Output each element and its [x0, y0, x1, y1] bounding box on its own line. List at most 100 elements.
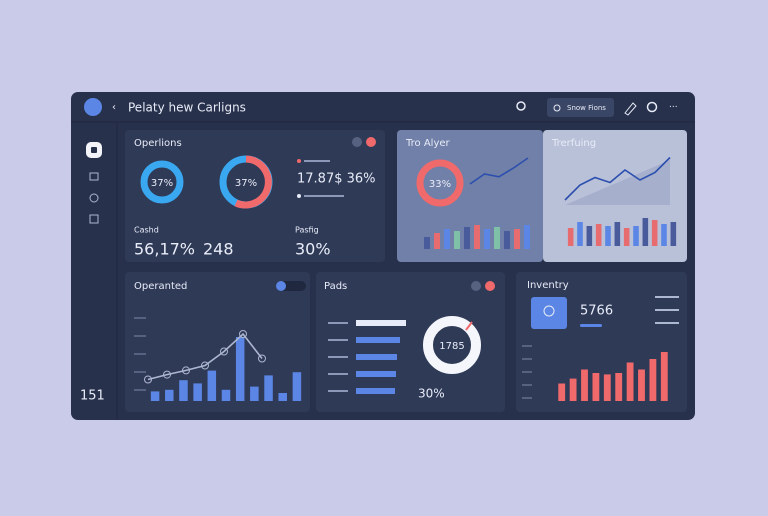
axis-label [522, 371, 532, 373]
axis-label [328, 373, 348, 375]
bar [207, 370, 217, 401]
nav-icon[interactable] [89, 193, 99, 203]
donut-label: 37% [151, 178, 173, 189]
search-icon[interactable] [516, 101, 526, 111]
axis-label [134, 389, 146, 391]
bar [626, 362, 634, 401]
axis-label [134, 335, 146, 337]
bar [250, 386, 259, 401]
bar [474, 225, 480, 249]
bar [165, 389, 174, 401]
progress [580, 324, 602, 327]
donut-arc [234, 155, 272, 209]
donut [416, 159, 464, 207]
axis-label [328, 339, 348, 341]
bar [670, 222, 677, 246]
line [147, 332, 263, 381]
dot[interactable] [471, 281, 481, 291]
hbar [356, 320, 406, 326]
panel-title: Inventry [527, 280, 569, 291]
axis-label [522, 345, 532, 347]
bar [595, 224, 602, 246]
bar [586, 226, 593, 246]
donut-marker [465, 321, 473, 331]
stat: 30% [418, 387, 445, 401]
bar [524, 225, 530, 249]
bar [577, 222, 583, 246]
legend-dot [297, 194, 301, 198]
bar [292, 372, 302, 401]
axis-label [522, 358, 532, 360]
bar [264, 375, 273, 401]
bar [633, 226, 639, 246]
panel [125, 272, 310, 412]
dot[interactable] [352, 137, 362, 147]
settings-icon[interactable] [646, 101, 658, 113]
axis-label [328, 390, 348, 392]
search-text: Snow Fions [567, 104, 606, 112]
nav-icon[interactable] [89, 214, 99, 224]
point [201, 361, 209, 370]
bar [605, 226, 611, 246]
bar [484, 229, 490, 249]
search-box-icon [553, 104, 561, 112]
more-icon[interactable]: ··· [669, 103, 678, 113]
stat: 17.87$ 36% [297, 172, 376, 187]
donut-label: 1785 [439, 341, 464, 352]
stat: 30% [295, 240, 331, 259]
axis-label [522, 384, 532, 386]
point [182, 366, 190, 375]
search-box[interactable] [547, 98, 614, 117]
nav-home-glyph [91, 147, 97, 153]
point [163, 370, 171, 379]
donut [140, 160, 184, 204]
bar [464, 227, 470, 249]
dot[interactable] [485, 281, 495, 291]
toggle-knob[interactable] [276, 281, 286, 291]
bar [661, 224, 667, 246]
bar [278, 393, 287, 401]
axis-label [522, 397, 532, 399]
bar [179, 380, 188, 401]
axis-label [328, 356, 348, 358]
bar [221, 389, 231, 401]
bar [615, 373, 623, 401]
bar [567, 228, 574, 246]
nav-icon[interactable] [89, 172, 99, 181]
dot[interactable] [366, 137, 376, 147]
point [258, 354, 266, 363]
legend-dot [297, 159, 301, 163]
bar [614, 222, 621, 246]
legend-line [304, 160, 330, 162]
sidebar-footer: 151 [80, 389, 105, 404]
label: Pasfig [295, 226, 319, 235]
logo[interactable] [84, 98, 102, 116]
line [469, 157, 529, 185]
bar [444, 229, 450, 249]
card-icon [543, 305, 555, 317]
stat: 248 [203, 240, 234, 259]
edit-icon[interactable] [624, 102, 637, 116]
stat: 56,17% [134, 240, 195, 259]
collapse[interactable]: ‹ [112, 102, 116, 113]
bar [651, 220, 658, 246]
panel [125, 130, 385, 262]
bar [660, 352, 668, 401]
bar [504, 231, 510, 249]
bar [623, 228, 630, 246]
bar [434, 233, 440, 249]
hbar [356, 371, 396, 377]
donut [423, 316, 481, 374]
header-title: Pelaty hew Carligns [128, 101, 246, 115]
panel-title: Tro Alyer [405, 138, 451, 149]
label: Cashd [134, 226, 159, 235]
legend-line [655, 322, 679, 324]
legend-line [655, 296, 679, 298]
bar [494, 227, 500, 249]
card [531, 297, 567, 329]
bar [235, 337, 245, 401]
legend-line [655, 309, 679, 311]
bar [424, 237, 430, 249]
donut-label: 37% [235, 178, 257, 189]
